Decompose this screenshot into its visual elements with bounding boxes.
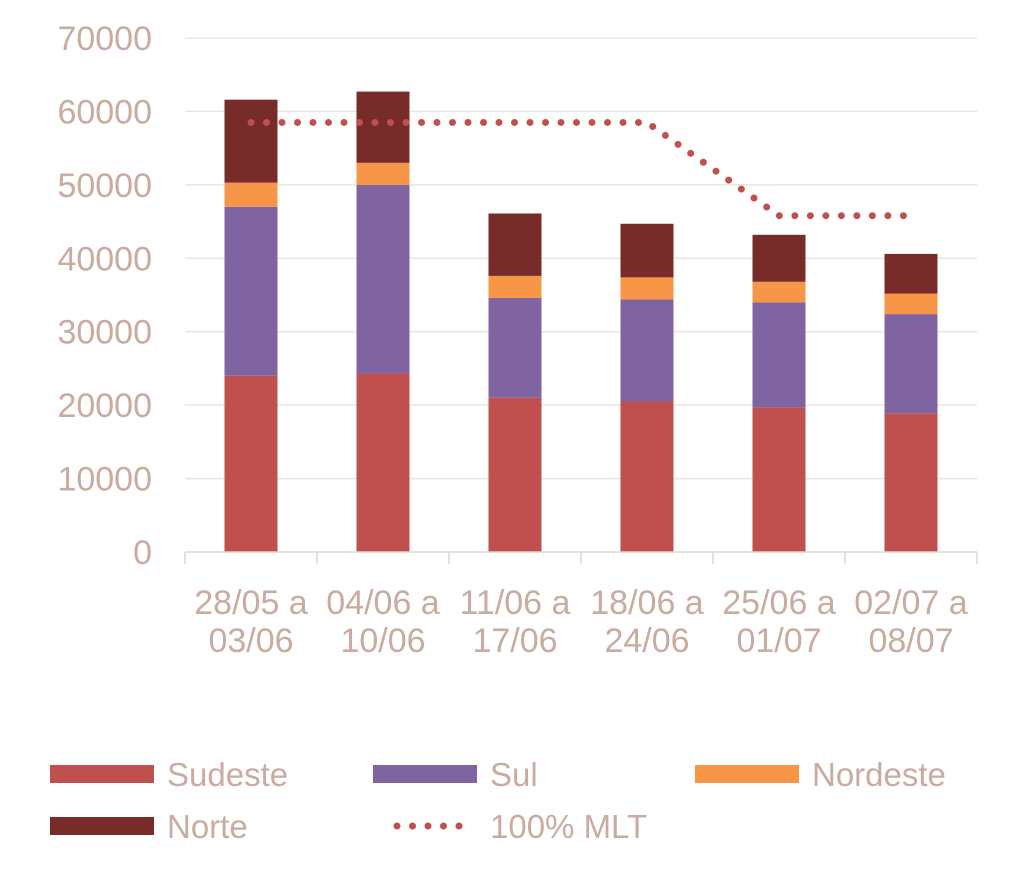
bar-segment-norte (224, 99, 278, 183)
x-axis-ticks: 28/05 a03/06 04/06 a10/06 11/06 a17/06 18/0… (194, 584, 968, 660)
bar-segment-norte (488, 213, 542, 276)
bar-segment-sul (356, 184, 410, 374)
bar-segment-nordeste (488, 275, 542, 298)
y-tick-label: 20000 (57, 387, 152, 425)
x-axis (184, 551, 978, 564)
bar-segment-nordeste (752, 281, 806, 303)
mlt-line (247, 118, 915, 220)
y-tick-label: 30000 (57, 314, 152, 352)
x-tick-label: 24/06 (604, 622, 689, 660)
legend: Sudeste Sul Nordeste Norte 100% MLT (50, 756, 946, 845)
bar-segment-sudeste (620, 401, 674, 552)
bar-segment-sudeste (224, 375, 278, 552)
bar-segment-nordeste (884, 293, 938, 315)
y-tick-label: 10000 (57, 461, 152, 499)
y-axis-ticks: 0 10000 20000 30000 40000 50000 60000 70000 (57, 20, 152, 572)
bar-segment-nordeste (356, 162, 410, 185)
gridlines (185, 37, 977, 480)
x-tick-label: 03/06 (208, 622, 293, 660)
x-tick-label: 17/06 (472, 622, 557, 660)
bar-segment-sul (752, 302, 806, 408)
bar-segment-nordeste (620, 277, 674, 300)
bar-segment-sudeste (488, 397, 542, 552)
legend-label-nordeste: Nordeste (812, 756, 946, 793)
bar-segment-sul (224, 206, 278, 376)
bar-segment-sul (884, 314, 938, 414)
legend-swatch-sudeste (50, 765, 154, 783)
bar-segment-nordeste (224, 182, 278, 207)
x-tick-label: 28/05 a (194, 584, 308, 622)
bars (224, 91, 938, 552)
bar-segment-sudeste (752, 407, 806, 552)
legend-label-sudeste: Sudeste (167, 756, 288, 793)
legend-label-norte: Norte (167, 808, 248, 845)
x-tick-label: 10/06 (340, 622, 425, 660)
bar-segment-norte (356, 91, 410, 163)
bar-segment-sul (620, 299, 674, 402)
legend-label-100-mlt: 100% MLT (490, 808, 647, 845)
legend-swatch-nordeste (695, 765, 799, 783)
x-tick-label: 25/06 a (722, 584, 836, 622)
bar-segment-sul (488, 297, 542, 398)
y-tick-label: 70000 (57, 20, 152, 58)
bar-segment-norte (752, 234, 806, 282)
y-tick-label: 40000 (57, 240, 152, 278)
bar-segment-sudeste (356, 373, 410, 552)
x-tick-label: 01/07 (736, 622, 821, 660)
bar-segment-norte (620, 223, 674, 278)
y-tick-label: 50000 (57, 167, 152, 205)
x-tick-label: 11/06 a (460, 584, 571, 622)
y-tick-label: 0 (133, 534, 152, 572)
x-tick-label: 02/07 a (854, 584, 968, 622)
x-tick-label: 04/06 a (326, 584, 440, 622)
y-tick-label: 60000 (57, 93, 152, 131)
bar-segment-sudeste (884, 413, 938, 552)
legend-swatch-sul (373, 765, 477, 783)
x-tick-label: 08/07 (868, 622, 953, 660)
x-tick-label: 18/06 a (590, 584, 704, 622)
legend-swatch-norte (50, 817, 154, 835)
legend-label-sul: Sul (490, 756, 538, 793)
bar-segment-norte (884, 253, 938, 294)
line-series-100-mlt (247, 118, 915, 220)
